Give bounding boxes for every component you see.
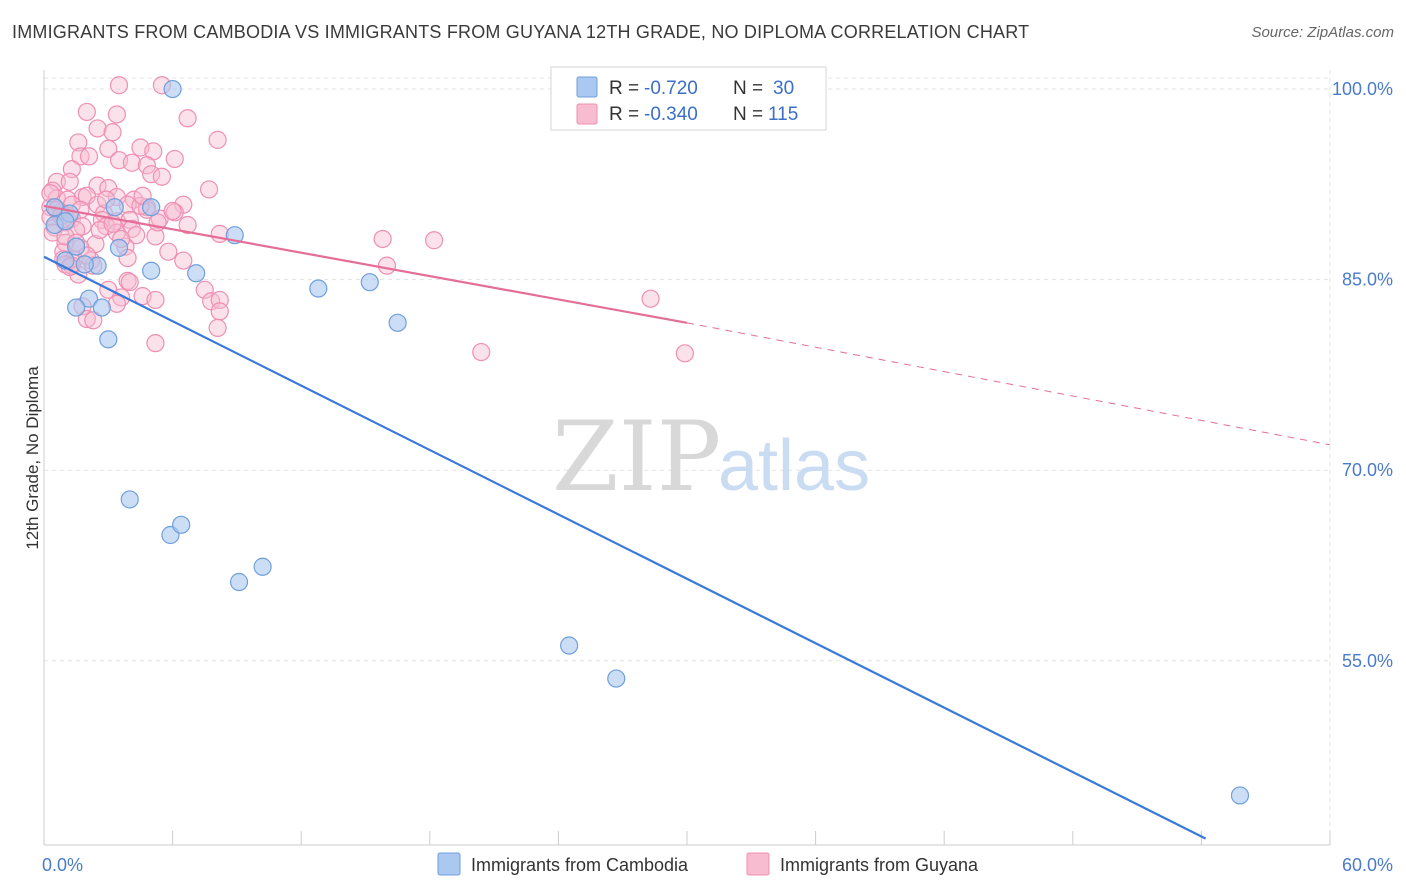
y-tick-label: 100.0% [1332, 79, 1393, 99]
guyana-point [69, 133, 88, 152]
cambodia-point [253, 557, 272, 576]
cambodia-point [163, 79, 182, 99]
legend-n-label: N = [733, 78, 763, 99]
guyana-point [199, 180, 219, 199]
cambodia-point [142, 261, 161, 280]
guyana-point [472, 342, 491, 362]
guyana-point [107, 105, 126, 124]
guyana-point [159, 242, 178, 261]
cambodia-points [45, 79, 1250, 805]
cambodia-point [309, 279, 328, 298]
y-tick-label: 85.0% [1342, 270, 1393, 290]
x-tick-label: 0.0% [42, 855, 83, 875]
x-tick-label: 60.0% [1342, 855, 1393, 875]
cambodia-point [187, 264, 206, 283]
guyana-point [60, 172, 79, 191]
guyana-point [107, 294, 126, 313]
legend-n-value-guyana: 115 [768, 104, 798, 125]
guyana-point [142, 165, 161, 184]
guyana-point [163, 201, 182, 221]
watermark-atlas: atlas [718, 426, 870, 506]
x-tick-labels: 0.0% 60.0% [42, 855, 1393, 875]
guyana-point [174, 251, 193, 270]
cambodia-point [360, 273, 379, 292]
y-tick-labels: 100.0% 85.0% 70.0% 55.0% [1332, 79, 1393, 671]
cambodia-point [229, 572, 249, 592]
guyana-point [210, 302, 229, 321]
guyana-point [178, 215, 197, 235]
guyana-point [103, 123, 122, 142]
guyana-trend-extension [686, 322, 1331, 446]
legend-r-value-guyana: -0.340 [644, 104, 698, 125]
legend-n-label: N = [733, 104, 763, 125]
cambodia-point [388, 313, 407, 332]
guyana-point [208, 130, 227, 149]
cambodia-point [1230, 786, 1250, 805]
legend-r-label: R = [609, 104, 639, 125]
cambodia-point [120, 490, 139, 509]
cambodia-point [79, 289, 99, 308]
y-axis-label: 12th Grade, No Diploma [23, 366, 42, 550]
cambodia-point [75, 255, 94, 274]
cambodia-point [67, 298, 86, 317]
guyana-point [178, 109, 197, 128]
cambodia-point [560, 636, 579, 655]
y-tick-label: 70.0% [1342, 460, 1393, 480]
guyana-point [146, 227, 165, 246]
guyana-point [165, 149, 184, 169]
guyana-trend-line [43, 204, 688, 324]
guyana-point [109, 76, 129, 95]
guyana-point [675, 344, 694, 363]
cambodia-point [92, 298, 111, 317]
guyana-point [373, 229, 392, 249]
guyana-point [79, 147, 99, 166]
guyana-point [208, 318, 227, 338]
cambodia-point [56, 212, 75, 231]
trend-lines [43, 204, 1331, 840]
guyana-point [137, 156, 156, 175]
guyana-point [195, 280, 214, 299]
bottom-legend: Immigrants from Cambodia Immigrants from… [437, 852, 979, 876]
guyana-point [146, 334, 165, 353]
legend-r-value-cambodia: -0.720 [644, 78, 698, 99]
cambodia-point [99, 330, 118, 349]
guyana-point [641, 289, 660, 308]
guyana-point [120, 273, 139, 292]
cambodia-point [172, 515, 191, 534]
guyana-point [88, 119, 107, 138]
bottom-legend-label-cambodia: Immigrants from Cambodia [471, 855, 689, 875]
guyana-point [377, 256, 397, 275]
chart-title: IMMIGRANTS FROM CAMBODIA VS IMMIGRANTS F… [12, 22, 1030, 42]
watermark: ZIP atlas [552, 401, 870, 513]
cambodia-point [67, 237, 86, 256]
guyana-point [122, 153, 141, 172]
bottom-legend-swatch-cambodia [437, 852, 461, 876]
bottom-legend-swatch-guyana [746, 852, 770, 876]
legend-r-label: R = [609, 78, 639, 99]
guyana-point [99, 139, 118, 158]
cambodia-point [142, 198, 161, 217]
cambodia-point [105, 198, 124, 217]
cambodia-point [109, 238, 129, 257]
legend: R = -0.720 N = 30 R = -0.340 N = 115 [550, 66, 827, 131]
guyana-point [424, 231, 444, 250]
bottom-legend-label-guyana: Immigrants from Guyana [780, 855, 979, 875]
guyana-point [152, 167, 171, 186]
legend-swatch-cambodia [576, 76, 598, 98]
cambodia-trend-line [43, 255, 1207, 840]
guyana-point [146, 290, 165, 310]
watermark-zip: ZIP [552, 401, 721, 513]
guyana-point [84, 311, 103, 330]
y-tick-label: 55.0% [1342, 651, 1393, 671]
source-label: Source: ZipAtlas.com [1251, 24, 1394, 41]
guyana-point [77, 309, 96, 329]
legend-swatch-guyana [576, 103, 598, 125]
cambodia-point [607, 669, 626, 688]
legend-n-value-cambodia: 30 [773, 78, 794, 99]
guyana-point [127, 226, 146, 245]
guyana-point [77, 102, 96, 122]
